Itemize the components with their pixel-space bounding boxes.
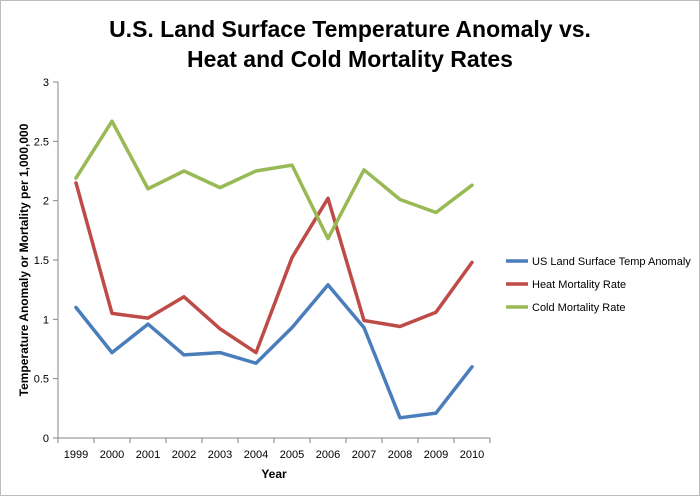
series-line-3 (74, 119, 474, 241)
chart-title: U.S. Land Surface Temperature Anomaly vs… (0, 14, 700, 74)
x-tick-label: 2000 (100, 449, 124, 461)
chart-title-line-2: Heat and Cold Mortality Rates (187, 46, 513, 72)
legend-label: Heat Mortality Rate (532, 279, 626, 291)
y-tick-label: 2.5 (34, 136, 49, 148)
x-axis-title: Year (261, 467, 287, 481)
series-layer (74, 119, 474, 420)
x-tick-label: 2007 (352, 449, 376, 461)
x-tick-label: 2009 (424, 449, 448, 461)
x-tick-label: 2002 (172, 449, 196, 461)
x-tick-label: 1999 (64, 449, 88, 461)
y-tick-label: 1 (43, 314, 49, 326)
series-line-1 (74, 283, 474, 420)
legend: US Land Surface Temp Anomaly Heat Mortali… (506, 256, 691, 314)
x-tick-label: 2006 (316, 449, 340, 461)
y-axis-title: Temperature Anomaly or Mortality per 1,0… (17, 123, 31, 396)
x-tick-label: 2005 (280, 449, 304, 461)
x-tick-label: 2008 (388, 449, 412, 461)
series-line-2 (74, 181, 474, 355)
axes: 0 0.5 1 1.5 2 2.5 3 1999 2000 2001 2002 2003 2004 200… (34, 77, 491, 461)
x-tick-label: 2001 (136, 449, 160, 461)
y-tick-label: 0.5 (34, 374, 49, 386)
legend-label: Cold Mortality Rate (532, 302, 626, 314)
y-tick-label: 1.5 (34, 255, 49, 267)
x-tick-label: 2003 (208, 449, 232, 461)
y-tick-label: 0 (43, 433, 49, 445)
x-tick-label: 2010 (460, 449, 484, 461)
x-tick-label: 2004 (244, 449, 268, 461)
y-tick-label: 2 (43, 196, 49, 208)
chart-title-line-1: U.S. Land Surface Temperature Anomaly vs… (109, 16, 591, 42)
y-tick-label: 3 (43, 77, 49, 89)
legend-label: US Land Surface Temp Anomaly (532, 256, 691, 268)
